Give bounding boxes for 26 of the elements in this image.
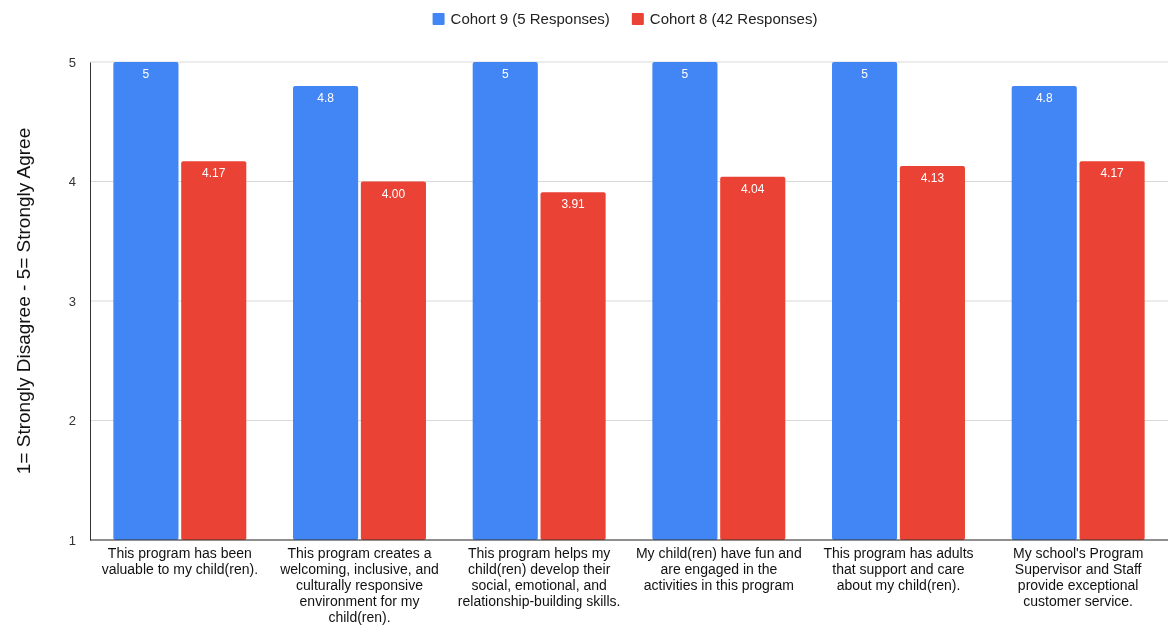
- x-tick-label: My child(ren) have fun and are engaged in the activities in this program: [635, 545, 802, 593]
- data-label: 4.8: [317, 90, 335, 105]
- data-label: 4.00: [381, 186, 406, 201]
- legend-label: Cohort 8 (42 Responses): [649, 10, 818, 27]
- x-tick-label: My school's Program Supervisor and Staff provide exceptional customer service.: [1013, 545, 1144, 609]
- x-tick-label: This program helps my child(ren) develop their social, emotional, and relationship-building skills.: [457, 545, 621, 609]
- x-tick-label: This program creates a welcoming, inclusive, and culturally responsive environment for my child(ren).: [279, 545, 439, 625]
- data-label: 5: [861, 67, 869, 81]
- data-label: 4.17: [1100, 166, 1125, 181]
- y-tick-label: 5: [68, 54, 76, 70]
- x-tick-label: This program has adults that support and care about my child(ren).: [823, 545, 974, 593]
- data-label: 3.91: [561, 197, 586, 212]
- y-tick-label: 2: [68, 413, 76, 429]
- data-label: 4.17: [202, 166, 226, 181]
- y-tick-label: 4: [68, 174, 76, 190]
- data-label: 5: [142, 67, 150, 81]
- y-tick-label: 1: [68, 532, 76, 548]
- data-label: 4.04: [741, 181, 765, 196]
- data-label: 5: [681, 67, 689, 81]
- x-tick-label: This program has been valuable to my child(ren).: [101, 545, 259, 577]
- y-tick-label: 3: [68, 293, 76, 309]
- data-label: 5: [501, 67, 509, 81]
- y-axis-title: 1= Strongly Disagree - 5= Strongly Agree: [13, 127, 34, 475]
- legend-label: Cohort 9 (5 Responses): [450, 10, 610, 27]
- data-label: 4.8: [1035, 90, 1053, 105]
- data-label: 4.13: [920, 170, 945, 185]
